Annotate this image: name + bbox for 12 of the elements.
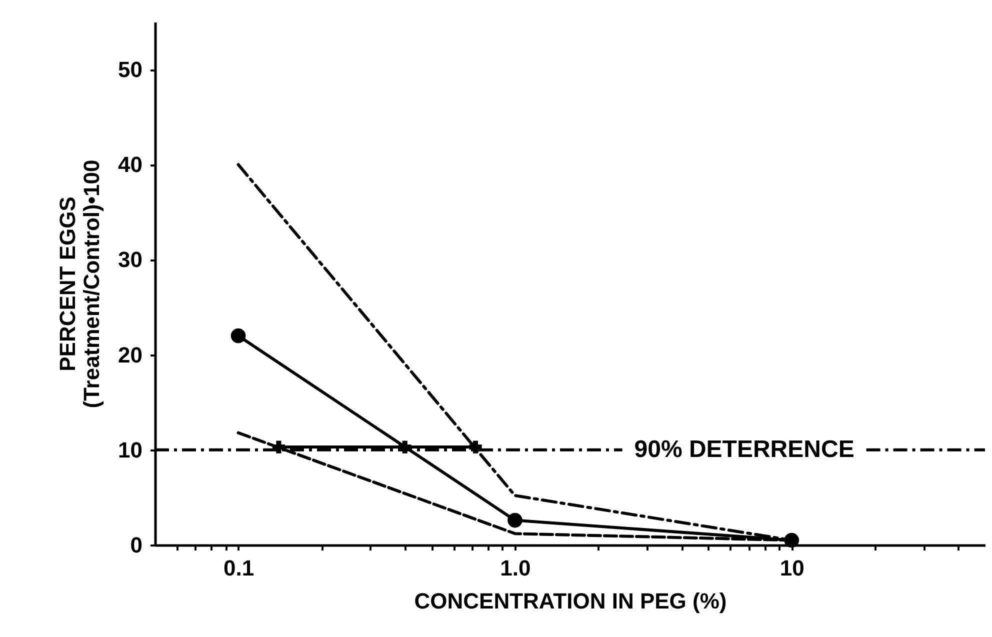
- y-tick-label: 20: [118, 342, 142, 368]
- y-tick-label: 30: [118, 247, 142, 272]
- ref-line-label: 90% DETERRENCE: [634, 436, 854, 463]
- x-tick-label: 10: [780, 556, 804, 580]
- x-tick-label: 0.1: [223, 556, 254, 580]
- y-tick-label: 10: [118, 437, 142, 462]
- x-tick-label: 1.0: [500, 556, 531, 580]
- y-tick-label: 40: [118, 152, 142, 178]
- y-tick-label: 50: [118, 57, 142, 82]
- y-axis-title: PERCENT EGGS (Treatment/Control)•100: [55, 160, 104, 408]
- x-axis-title: CONCENTRATION IN PEG (%): [414, 588, 727, 614]
- y-tick-label: 0: [130, 532, 142, 558]
